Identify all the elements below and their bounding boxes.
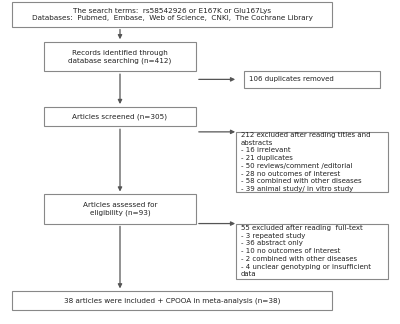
- FancyBboxPatch shape: [12, 3, 332, 27]
- FancyBboxPatch shape: [44, 194, 196, 224]
- FancyBboxPatch shape: [244, 71, 380, 88]
- Text: 38 articles were included + CPOOA in meta-analysis (n=38): 38 articles were included + CPOOA in met…: [64, 297, 280, 304]
- Text: Articles assessed for
eligibility (n=93): Articles assessed for eligibility (n=93): [83, 202, 157, 216]
- Text: Records identified through
database searching (n=412): Records identified through database sear…: [68, 50, 172, 64]
- Text: 55 excluded after reading  full-text
- 3 repeated study
- 36 abstract only
- 10 : 55 excluded after reading full-text - 3 …: [241, 225, 371, 277]
- Text: The search terms:  rs58542926 or E167K or Glu167Lys
Databases:  Pubmed,  Embase,: The search terms: rs58542926 or E167K or…: [32, 8, 312, 21]
- FancyBboxPatch shape: [44, 42, 196, 71]
- FancyBboxPatch shape: [44, 107, 196, 126]
- FancyBboxPatch shape: [236, 224, 388, 279]
- Text: 106 duplicates removed: 106 duplicates removed: [249, 76, 334, 82]
- FancyBboxPatch shape: [12, 291, 332, 310]
- FancyBboxPatch shape: [236, 132, 388, 192]
- Text: 212 excluded after reading titles and
abstracts
- 16 irrelevant
- 21 duplicates
: 212 excluded after reading titles and ab…: [241, 132, 370, 192]
- Text: Articles screened (n=305): Articles screened (n=305): [72, 113, 168, 120]
